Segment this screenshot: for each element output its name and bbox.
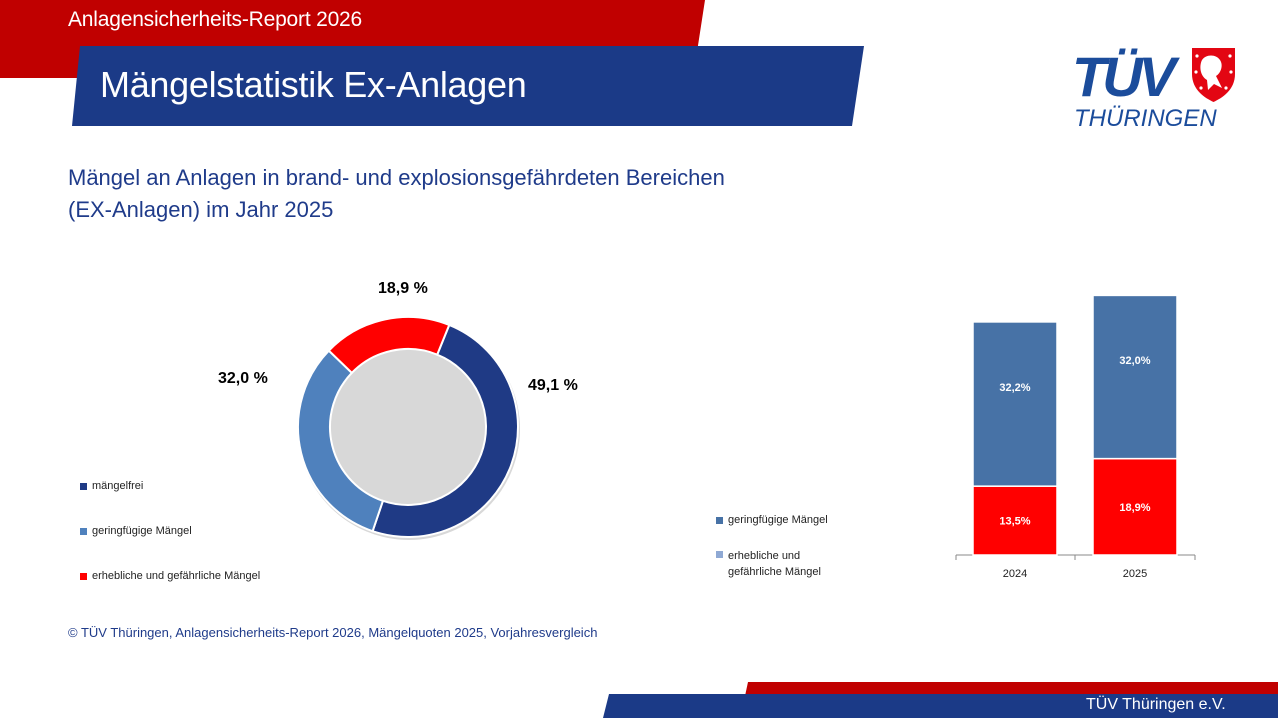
thuringia-lion-shield-icon: [1192, 48, 1235, 102]
bar-label-2024-erheblich: 13,5%: [999, 516, 1030, 528]
bar-2024-gering: [972, 321, 1058, 487]
report-title: Anlagensicherheits-Report 2026: [68, 8, 363, 31]
legend-label: mängelfrei: [92, 480, 144, 492]
legend-swatch: [80, 483, 87, 490]
legend-item-mangelfrei: mängelfrei: [80, 480, 143, 492]
footer-org: TÜV Thüringen e.V.: [1086, 696, 1226, 713]
bar-label-2025-erheblich: 18,9%: [1119, 502, 1150, 514]
logo-tuv-text: TÜV: [1072, 45, 1181, 108]
donut-label-erheblich: 18,9 %: [378, 280, 428, 297]
legend-label: erhebliche und gefährliche Mängel: [728, 550, 821, 578]
subtitle-line-1: Mängel an Anlagen in brand- und explosio…: [68, 165, 725, 190]
donut-chart: [297, 316, 520, 540]
legend-label: geringfügige Mängel: [92, 525, 192, 537]
footer-blue-band: [603, 694, 1278, 718]
legend-swatch: [716, 517, 723, 524]
bar-label-2024-gering: 32,2%: [999, 382, 1030, 394]
bar-2024-erheblich: [972, 485, 1058, 556]
legend-label: erhebliche und gefährliche Mängel: [92, 570, 261, 582]
donut-label-mangelfrei: 49,1 %: [528, 377, 578, 394]
subtitle-line-2: (EX-Anlagen) im Jahr 2025: [68, 197, 334, 222]
donut-label-gering: 32,0 %: [218, 370, 268, 387]
legend-swatch: [80, 528, 87, 535]
x-tick-2025: 2025: [1123, 568, 1147, 580]
logo-subname: THÜRINGEN: [1074, 105, 1217, 130]
footer-red-band: [745, 682, 1278, 696]
bar-label-2025-gering: 32,0%: [1119, 355, 1150, 367]
bar-2025-gering: [1092, 294, 1178, 460]
stacked-bar-chart: 13,5% 32,2% 2024 18,9% 32,0% 2025: [955, 294, 1196, 580]
source-note: © TÜV Thüringen, Anlagensicherheits-Repo…: [68, 625, 598, 640]
title-band: [72, 46, 864, 126]
bar-legend-item-gering: geringfügige Mängel: [716, 514, 828, 526]
donut-slice-mangelfrei: [371, 323, 520, 538]
legend-label: geringfügige Mängel: [728, 514, 828, 526]
page-title: Mängelstatistik Ex-Anlagen: [100, 64, 527, 105]
chart-subtitle: Mängel an Anlagen in brand- und explosio…: [68, 162, 828, 226]
legend-item-erheblich: erhebliche und gefährliche Mängel: [80, 570, 260, 582]
legend-swatch: [80, 573, 87, 580]
tuv-logo: TÜV THÜRINGEN: [1070, 44, 1240, 132]
legend-swatch: [716, 551, 723, 558]
donut-slice-erheblich: [327, 316, 451, 375]
legend-item-gering: geringfügige Mängel: [80, 525, 192, 537]
bar-legend-item-erheblich: erhebliche und gefährliche Mängel: [716, 548, 836, 580]
x-tick-2024: 2024: [1003, 568, 1027, 580]
x-axis: [955, 554, 1196, 560]
